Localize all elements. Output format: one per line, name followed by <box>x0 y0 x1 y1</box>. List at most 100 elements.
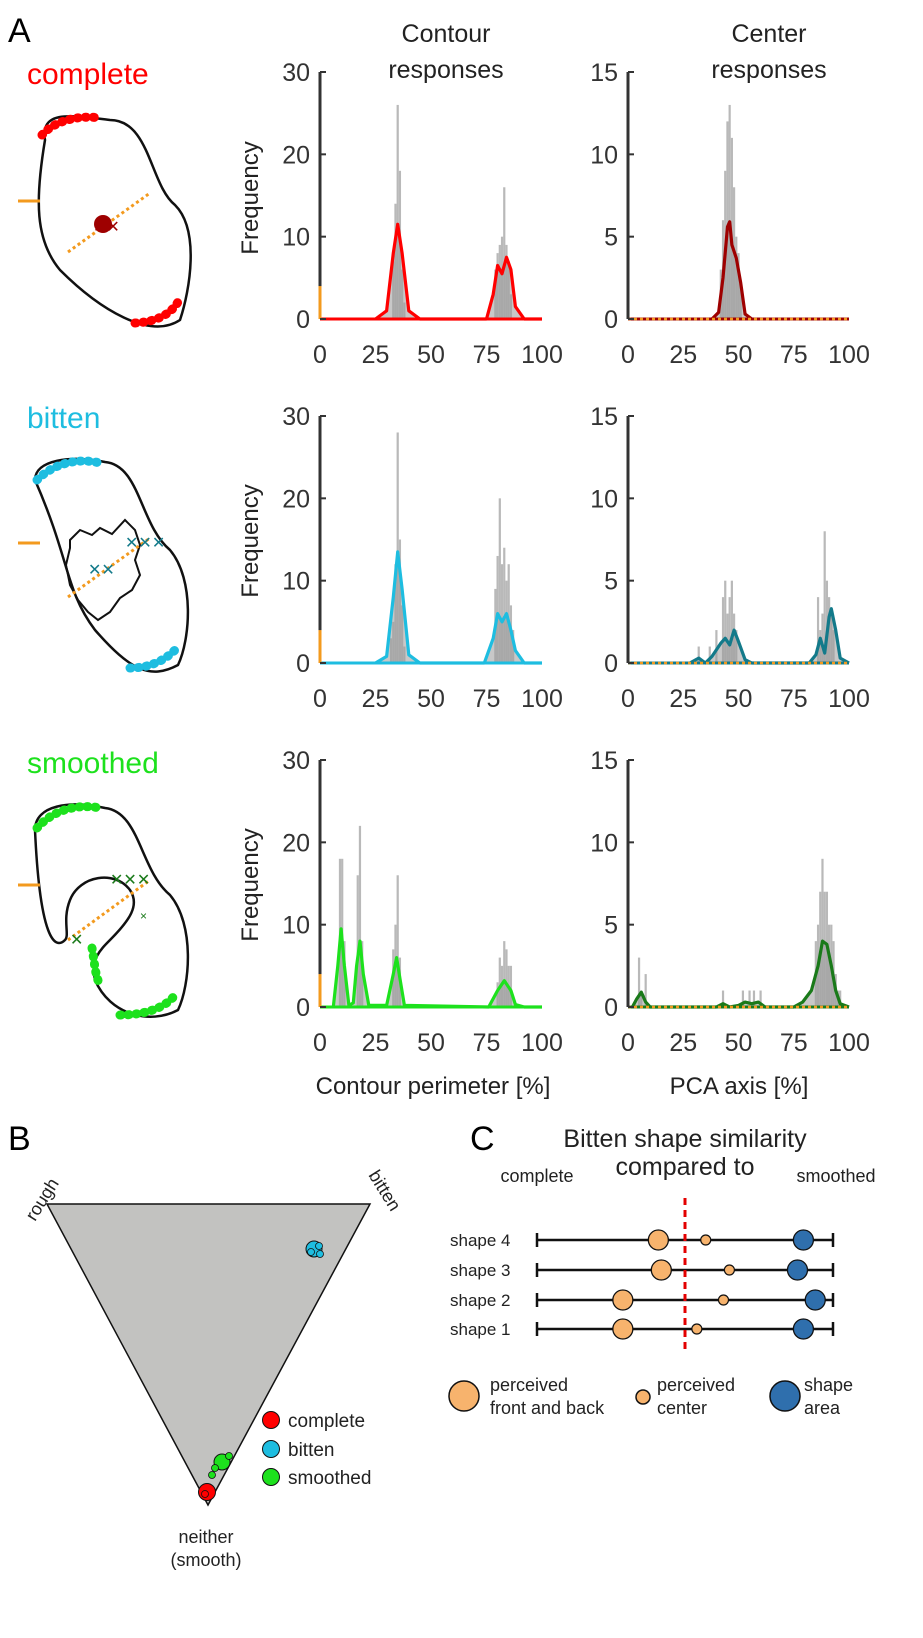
end-label-complete: complete <box>500 1166 573 1186</box>
column-title-center-2: responses <box>711 56 826 84</box>
similarity-panel: Bitten shape similarity compared to comp… <box>450 1125 876 1352</box>
histogram-bar <box>721 597 725 663</box>
y-axis-label-2: Frequency <box>237 484 264 597</box>
legend-marker-smoothed <box>262 1468 280 1486</box>
x-tick-label: 25 <box>669 1029 697 1057</box>
similarity-legend: perceived front and back perceived cente… <box>448 1375 853 1418</box>
y-tick-label: 15 <box>590 403 618 431</box>
column-title-center-1: Center <box>731 20 806 48</box>
svg-text:✕✕✕: ✕✕✕ <box>110 872 150 889</box>
panel-letter-a: A <box>8 12 31 50</box>
histogram-bar <box>356 875 359 1007</box>
x-axis-label-contour: Contour perimeter [%] <box>316 1073 551 1100</box>
svg-text:✕: ✕ <box>70 932 83 949</box>
bitten-points <box>305 1240 324 1258</box>
center-marker <box>717 1294 730 1306</box>
histogram-chart-4: 0 5 10 15 0 25 50 75 100 <box>590 403 870 713</box>
x-tick-label: 0 <box>313 685 327 713</box>
histogram-bar <box>721 990 725 1007</box>
x-tick-label: 0 <box>621 685 635 713</box>
x-tick-label: 100 <box>828 1029 870 1057</box>
histogram-bar <box>503 187 506 319</box>
histogram-chart-2: 0 5 10 15 0 25 50 75 100 <box>590 59 870 369</box>
row-label-complete: complete <box>27 58 149 91</box>
center-marker <box>700 1234 712 1246</box>
y-tick-label: 5 <box>604 224 618 252</box>
x-tick-label: 100 <box>521 685 563 713</box>
row-label-bitten: bitten <box>27 402 100 435</box>
y-tick-label: 20 <box>282 485 310 513</box>
front-back-marker <box>647 1229 670 1251</box>
x-tick-label: 100 <box>521 1029 563 1057</box>
end-label-smoothed: smoothed <box>796 1166 875 1186</box>
histogram-bar <box>708 646 711 663</box>
histogram-bar <box>396 875 399 1007</box>
density-fill <box>375 224 542 319</box>
y-tick-label: 0 <box>604 650 618 678</box>
legend-area-marker <box>769 1380 801 1412</box>
similarity-title-1: Bitten shape similarity <box>563 1125 807 1153</box>
x-tick-label: 50 <box>417 341 445 369</box>
histogram-bar <box>759 990 762 1007</box>
similarity-row-label: shape 2 <box>450 1291 511 1310</box>
similarity-row: shape 2 <box>450 1289 835 1311</box>
x-tick-label: 25 <box>362 1029 390 1057</box>
histogram-bar <box>500 564 504 663</box>
column-title-contour-1: Contour <box>402 20 491 48</box>
x-tick-label: 75 <box>473 1029 501 1057</box>
y-tick-label: 10 <box>590 485 618 513</box>
x-tick-label: 100 <box>521 341 563 369</box>
y-tick-label: 10 <box>282 912 310 940</box>
corner-label-bitten: bitten <box>365 1167 405 1215</box>
y-tick-label: 30 <box>282 747 310 775</box>
smoothed-points <box>208 1452 233 1479</box>
svg-text:✕✕: ✕✕ <box>93 219 120 236</box>
histogram-bar <box>503 547 506 663</box>
svg-text:✕✕: ✕✕ <box>88 562 115 579</box>
histogram-bar <box>715 630 718 663</box>
y-tick-label: 20 <box>282 141 310 169</box>
similarity-row: shape 4 <box>450 1229 835 1251</box>
histogram-bar <box>498 498 501 663</box>
histogram-bar <box>728 597 731 663</box>
legend-center-label-2: center <box>657 1398 707 1418</box>
legend-marker-complete <box>262 1411 280 1429</box>
x-tick-label: 75 <box>780 341 808 369</box>
panel-letter-b: B <box>8 1120 31 1158</box>
row-label-smoothed: smoothed <box>27 747 159 780</box>
histogram-bar <box>741 990 745 1007</box>
area-marker <box>804 1289 826 1311</box>
histogram-bar <box>697 646 700 663</box>
ternary-plot: rough bitten neither (smooth) <box>21 1167 404 1570</box>
x-tick-label: 50 <box>725 1029 753 1057</box>
histogram-bar <box>821 858 824 1007</box>
complete-points <box>198 1483 216 1501</box>
front-back-marker <box>612 1289 634 1311</box>
histogram-bar <box>507 564 510 663</box>
x-tick-label: 25 <box>362 685 390 713</box>
y-axis-label-3: Frequency <box>237 828 264 941</box>
x-tick-label: 25 <box>362 341 390 369</box>
front-back-marker <box>612 1318 634 1340</box>
x-tick-label: 0 <box>621 1029 635 1057</box>
area-marker <box>786 1259 809 1281</box>
histogram-bar <box>505 949 508 1007</box>
histogram-bar <box>730 580 733 663</box>
density-fill <box>375 551 542 663</box>
y-tick-label: 5 <box>604 568 618 596</box>
column-title-contour-2: responses <box>388 56 503 84</box>
legend-center-label-1: perceived <box>657 1375 735 1395</box>
histogram-bar <box>728 104 731 319</box>
histogram-chart-3: 0 10 20 30 0 25 50 75 100 <box>282 403 563 713</box>
svg-text:✕✕✕: ✕✕✕ <box>125 535 165 552</box>
area-marker <box>792 1318 815 1340</box>
x-tick-label: 100 <box>828 341 870 369</box>
y-tick-label: 20 <box>282 829 310 857</box>
x-tick-label: 75 <box>780 1029 808 1057</box>
ternary-triangle <box>45 1203 372 1507</box>
y-tick-label: 10 <box>282 224 310 252</box>
density-fill <box>689 608 849 663</box>
y-tick-label: 10 <box>590 829 618 857</box>
